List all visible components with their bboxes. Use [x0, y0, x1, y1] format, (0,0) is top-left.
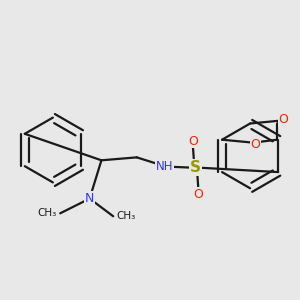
- Text: O: O: [188, 135, 198, 148]
- Text: CH₃: CH₃: [117, 211, 136, 221]
- Text: N: N: [85, 192, 94, 205]
- Text: NH: NH: [156, 160, 173, 173]
- Text: S: S: [190, 160, 201, 175]
- Text: CH₃: CH₃: [37, 208, 57, 218]
- Text: O: O: [194, 188, 203, 201]
- Text: O: O: [278, 112, 288, 126]
- Text: O: O: [250, 138, 260, 151]
